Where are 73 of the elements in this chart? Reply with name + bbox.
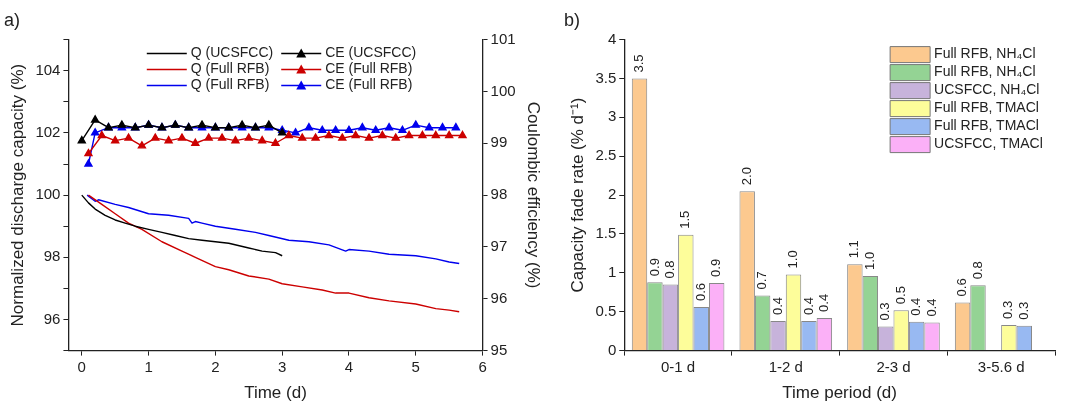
y2-tick-label: 95 bbox=[490, 340, 508, 358]
chart-title: a) bbox=[4, 9, 21, 30]
y-tick-label: 100 bbox=[35, 185, 61, 203]
data-label: 1.5 bbox=[677, 210, 693, 229]
x-tick-label: 3-5.6 d bbox=[977, 357, 1025, 375]
x-tick-label: 1 bbox=[144, 357, 153, 375]
y-tick-label: 0 bbox=[607, 340, 617, 358]
x-axis-title: Time period (d) bbox=[782, 383, 897, 403]
x-tick-label: 4 bbox=[344, 357, 354, 375]
x-tick-label: 3 bbox=[278, 357, 287, 375]
y-tick-label: 98 bbox=[43, 247, 61, 265]
y-tick-label: 4 bbox=[607, 29, 617, 47]
legend-label: Full RFB, NH₄Cl bbox=[934, 63, 1036, 80]
data-label: 0.8 bbox=[969, 261, 985, 280]
legend-label: CE (UCSFCC) bbox=[325, 44, 417, 61]
data-label: 0.4 bbox=[815, 293, 831, 312]
legend-label: Q (UCSFCC) bbox=[190, 44, 274, 61]
data-label: 0.6 bbox=[692, 282, 708, 302]
legend-label: Full RFB, NH₄Cl bbox=[934, 45, 1036, 62]
data-label: 1.0 bbox=[861, 251, 877, 270]
x-tick-label: 0 bbox=[77, 357, 86, 375]
data-label: 0.3 bbox=[1015, 301, 1031, 320]
y-tick-label: 3.5 bbox=[595, 68, 617, 86]
legend-label: UCSFCC, NH₄Cl bbox=[934, 81, 1040, 98]
data-label: 0.7 bbox=[754, 271, 770, 290]
y-tick-label: 2.5 bbox=[595, 146, 617, 164]
legend-label: CE (Full RFB) bbox=[325, 60, 413, 77]
y2-tick-label: 98 bbox=[490, 185, 508, 203]
y-tick-label: 102 bbox=[35, 123, 61, 141]
y-tick-label: 0.5 bbox=[595, 301, 617, 319]
x-axis-title: Time (d) bbox=[244, 383, 307, 403]
y-tick-label: 1.5 bbox=[595, 224, 617, 242]
legend-label: UCSFCC, TMACl bbox=[934, 135, 1043, 152]
x-tick-label: 6 bbox=[478, 357, 487, 375]
data-label: 3.5 bbox=[631, 54, 647, 73]
y2-axis-title: Coulombic efficiency (%) bbox=[524, 101, 544, 289]
y2-tick-label: 97 bbox=[490, 237, 508, 255]
legend-label: Q (Full RFB) bbox=[190, 76, 270, 93]
y-axis-title: Normalized discharge capacity (%) bbox=[7, 63, 27, 327]
y-tick-label: 96 bbox=[43, 309, 61, 327]
y-tick-label: 1 bbox=[607, 262, 617, 280]
data-label: 0.9 bbox=[646, 258, 662, 277]
data-label: 0.4 bbox=[923, 298, 939, 317]
y2-tick-label: 96 bbox=[490, 288, 508, 306]
x-tick-label: 2-3 d bbox=[876, 357, 911, 375]
legend-label: CE (Full RFB) bbox=[325, 76, 413, 93]
y2-tick-label: 99 bbox=[490, 133, 508, 151]
data-label: 0.3 bbox=[1000, 300, 1016, 319]
legend-label: Full RFB, TMACl bbox=[934, 117, 1039, 134]
x-tick-label: 5 bbox=[411, 357, 420, 375]
data-label: 0.3 bbox=[877, 302, 893, 321]
x-tick-label: 1-2 d bbox=[768, 357, 803, 375]
x-tick-label: 0-1 d bbox=[660, 357, 696, 375]
data-label: 0.4 bbox=[908, 297, 924, 316]
data-label: 1.1 bbox=[846, 240, 862, 259]
data-label: 1.0 bbox=[785, 250, 801, 269]
chart-title: b) bbox=[564, 9, 581, 30]
data-label: 0.5 bbox=[892, 286, 908, 305]
data-label: 0.9 bbox=[708, 258, 724, 277]
legend-label: Q (Full RFB) bbox=[190, 60, 270, 77]
data-label: 0.6 bbox=[954, 278, 970, 297]
y-tick-label: 3 bbox=[607, 107, 617, 125]
data-label: 0.4 bbox=[769, 296, 785, 316]
y-tick-label: 2 bbox=[607, 185, 617, 203]
legend-label: Full RFB, TMACl bbox=[934, 99, 1039, 116]
data-label: 0.4 bbox=[800, 296, 816, 316]
x-tick-label: 2 bbox=[211, 357, 220, 375]
y2-tick-label: 101 bbox=[490, 29, 516, 47]
y-axis-title: Capacity fade rate (% d⁻¹) bbox=[567, 97, 587, 293]
y2-tick-label: 100 bbox=[490, 81, 516, 99]
data-label: 0.8 bbox=[661, 260, 677, 279]
y-tick-label: 104 bbox=[35, 60, 61, 78]
data-label: 2.0 bbox=[738, 167, 754, 186]
